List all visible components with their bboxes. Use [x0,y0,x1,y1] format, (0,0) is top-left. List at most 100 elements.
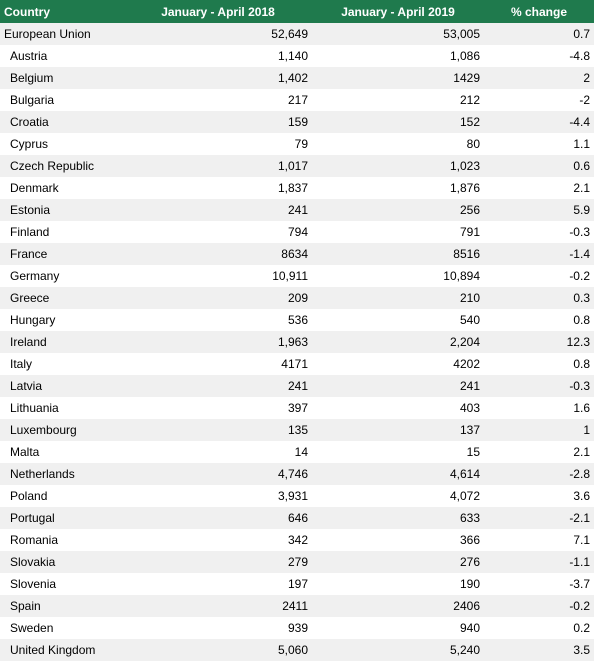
table-body: European Union 52,649 53,005 0.7 Austria 1,14… [0,23,594,661]
cell-2019: 1429 [453,71,480,85]
cell-country: Estonia [10,203,51,217]
table-row: Greece 209 210 0.3 [0,287,594,309]
cell-2019: 10,894 [443,269,480,283]
cell-country: Cyprus [10,137,49,151]
cell-2018: 1,837 [277,181,308,195]
cell-percent-change: 0.3 [573,291,590,305]
cell-percent-change: -2.8 [569,467,590,481]
cell-percent-change: 2 [583,71,590,85]
cell-2019: 1,023 [449,159,480,173]
cell-2019: 4202 [453,357,480,371]
cell-percent-change: 2.1 [573,181,590,195]
table-row: Sweden 939 940 0.2 [0,617,594,639]
cell-2018: 2411 [282,599,308,613]
table-row: Spain 2411 2406 -0.2 [0,595,594,617]
cell-2018: 1,017 [277,159,308,173]
table-row: Slovenia 197 190 -3.7 [0,573,594,595]
cell-2018: 794 [287,225,308,239]
cell-country: Netherlands [10,467,75,481]
cell-country: Belgium [10,71,54,85]
cell-percent-change: 0.8 [573,357,590,371]
cell-2018: 1,402 [277,71,308,85]
cell-percent-change: 3.6 [573,489,590,503]
cell-2019: 1,086 [449,49,480,63]
cell-2019: 633 [459,511,480,525]
cell-country: Luxembourg [10,423,77,437]
cell-percent-change: -2.1 [569,511,590,525]
header-country: Country [4,4,50,19]
table-row: Portugal 646 633 -2.1 [0,507,594,529]
cell-percent-change: -1.4 [569,247,590,261]
table-row: Poland 3,931 4,072 3.6 [0,485,594,507]
header-row: Country January - April 2018 January - A… [0,0,594,23]
cell-2019: 2406 [453,599,480,613]
cell-percent-change: -0.3 [569,379,590,393]
cell-percent-change: 0.7 [573,27,590,41]
cell-2019: 241 [459,379,480,393]
table-row: Bulgaria 217 212 -2 [0,89,594,111]
cell-percent-change: 1.1 [573,137,590,151]
cell-country: Sweden [10,621,54,635]
cell-2018: 1,140 [277,49,308,63]
header-jan-apr-2019: January - April 2019 [341,4,455,19]
cell-2019: 212 [459,93,480,107]
cell-2018: 279 [287,555,308,569]
cell-2019: 137 [459,423,480,437]
cell-2018: 1,963 [277,335,308,349]
cell-2019: 190 [459,577,480,591]
cell-2018: 241 [287,203,308,217]
cell-percent-change: -3.7 [569,577,590,591]
table-row: Germany 10,911 10,894 -0.2 [0,265,594,287]
cell-country: Portugal [10,511,55,525]
table-row: Estonia 241 256 5.9 [0,199,594,221]
cell-2019: 210 [459,291,480,305]
cell-percent-change: -1.1 [569,555,590,569]
cell-2019: 403 [459,401,480,415]
cell-2018: 397 [287,401,308,415]
cell-2018: 14 [294,445,308,459]
cell-country: Slovenia [10,577,57,591]
cell-percent-change: -4.4 [569,115,590,129]
cell-country: Latvia [10,379,43,393]
table-header: Country January - April 2018 January - A… [0,0,594,23]
cell-2019: 15 [466,445,480,459]
table-row: Slovakia 279 276 -1.1 [0,551,594,573]
cell-percent-change: 0.2 [573,621,590,635]
table-row: United Kingdom 5,060 5,240 3.5 [0,639,594,661]
cell-percent-change: -4.8 [569,49,590,63]
table-row: European Union 52,649 53,005 0.7 [0,23,594,45]
cell-percent-change: 7.1 [573,533,590,547]
table-row: Belgium 1,402 1429 2 [0,67,594,89]
cell-percent-change: 1.6 [573,401,590,415]
table-row: Croatia 159 152 -4.4 [0,111,594,133]
cell-percent-change: -2 [579,93,590,107]
cell-2018: 10,911 [272,269,308,283]
cell-2018: 52,649 [271,27,308,41]
cell-2018: 4171 [281,357,308,371]
cell-2018: 8634 [281,247,308,261]
cell-2018: 4,746 [277,467,308,481]
cell-country: Germany [10,269,60,283]
cell-2018: 209 [287,291,308,305]
cell-percent-change: 2.1 [573,445,590,459]
cell-country: Malta [10,445,40,459]
cell-country: Hungary [10,313,56,327]
cell-2018: 3,931 [277,489,308,503]
cell-country: Poland [10,489,48,503]
cell-country: Lithuania [10,401,59,415]
cell-2019: 4,072 [449,489,480,503]
cell-percent-change: -0.2 [569,269,590,283]
cell-2019: 2,204 [449,335,480,349]
cell-country: Czech Republic [10,159,95,173]
table-row: Romania 342 366 7.1 [0,529,594,551]
cell-2019: 366 [459,533,480,547]
cell-2019: 1,876 [449,181,480,195]
table-row: Finland 794 791 -0.3 [0,221,594,243]
cell-2019: 80 [466,137,480,151]
cell-2019: 53,005 [443,27,480,41]
cell-2019: 4,614 [449,467,480,481]
cell-2018: 536 [287,313,308,327]
cell-country: Bulgaria [10,93,55,107]
cell-country: Ireland [10,335,47,349]
cell-2019: 8516 [453,247,480,261]
